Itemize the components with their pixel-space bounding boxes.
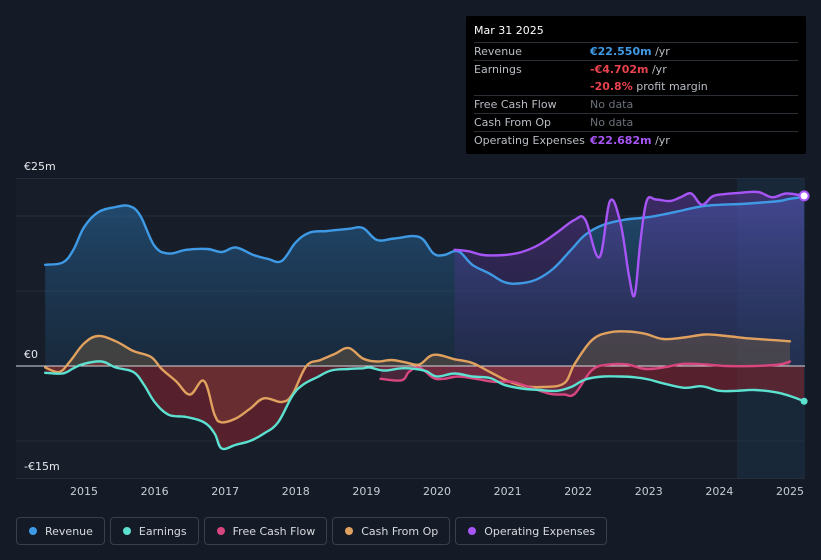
x-tick-label: 2022 bbox=[564, 485, 592, 498]
operating-expenses-marker bbox=[798, 190, 810, 202]
legend-dot-icon bbox=[29, 527, 37, 535]
legend-item-free-cash-flow[interactable]: Free Cash Flow bbox=[203, 517, 328, 545]
tooltip-value: -20.8% bbox=[590, 80, 633, 93]
tooltip-suffix: /yr bbox=[651, 45, 670, 58]
tooltip-value: No data bbox=[590, 98, 634, 111]
x-tick-label: 2021 bbox=[494, 485, 522, 498]
x-axis-ticks: 2015 2016 2017 2018 2019 2020 2021 2022 2023 2024… bbox=[70, 485, 804, 498]
free-cash-flow-line bbox=[379, 360, 792, 398]
x-tick-label: 2024 bbox=[705, 485, 733, 498]
legend-item-cash-from-op[interactable]: Cash From Op bbox=[332, 517, 451, 545]
legend-dot-icon bbox=[122, 527, 131, 535]
x-tick-label: 2015 bbox=[70, 485, 98, 498]
legend-label: Earnings bbox=[138, 524, 187, 538]
tooltip-label: Free Cash Flow bbox=[474, 98, 557, 111]
tooltip-row-operating-expenses: Operating Expenses €22.682m /yr bbox=[474, 131, 798, 149]
financial-chart: €25m €0 -€15m 2015 2016 2017 2018 2019 2020 20… bbox=[16, 160, 810, 498]
legend-item-earnings[interactable]: Earnings bbox=[109, 517, 199, 545]
tooltip-suffix: /yr bbox=[648, 63, 667, 76]
tooltip-label: Earnings bbox=[474, 63, 522, 76]
tooltip-value: No data bbox=[590, 116, 634, 129]
tooltip-suffix: profit margin bbox=[632, 80, 708, 93]
earnings-line bbox=[44, 360, 806, 451]
y-axis-label-bottom: -€15m bbox=[24, 460, 60, 473]
series-endpoint-markers bbox=[798, 190, 810, 405]
tooltip-row-earnings: Earnings -€4.702m /yr bbox=[474, 60, 798, 78]
x-tick-label: 2018 bbox=[282, 485, 310, 498]
x-tick-label: 2016 bbox=[141, 485, 169, 498]
tooltip-label: Cash From Op bbox=[474, 116, 552, 129]
tooltip-label: Revenue bbox=[474, 45, 522, 58]
legend-label: Operating Expenses bbox=[484, 524, 596, 538]
tooltip-panel: Mar 31 2025 Revenue €22.550m /yr Earning… bbox=[466, 16, 806, 154]
cash-from-op-line bbox=[44, 330, 792, 424]
legend-dot-icon bbox=[345, 527, 354, 535]
legend-dot-icon bbox=[216, 527, 225, 535]
legend-item-operating-expenses[interactable]: Operating Expenses bbox=[455, 517, 608, 545]
tooltip-row-profit-margin: -20.8% profit margin bbox=[474, 78, 798, 95]
tooltip-value: €22.550m bbox=[590, 45, 652, 58]
earnings-marker bbox=[800, 397, 808, 405]
tooltip-value: €22.682m bbox=[590, 134, 652, 147]
tooltip-date: Mar 31 2025 bbox=[474, 24, 544, 37]
tooltip-suffix: /yr bbox=[651, 134, 670, 147]
tooltip-row-cash-from-op: Cash From Op No data bbox=[474, 113, 798, 131]
y-axis-label-top: €25m bbox=[24, 160, 56, 173]
revenue-line bbox=[44, 195, 806, 285]
legend-item-revenue[interactable]: Revenue bbox=[16, 517, 105, 545]
y-axis-label-zero: €0 bbox=[24, 348, 38, 361]
x-tick-label: 2017 bbox=[211, 485, 239, 498]
operating-expenses-line bbox=[453, 190, 806, 298]
free-cash-flow-area bbox=[380, 361, 790, 396]
x-tick-label: 2023 bbox=[635, 485, 663, 498]
tooltip-value: -€4.702m bbox=[590, 63, 649, 76]
earnings-area bbox=[45, 361, 805, 450]
tooltip-label: Operating Expenses bbox=[474, 134, 585, 147]
legend-label: Free Cash Flow bbox=[232, 524, 316, 538]
x-tick-label: 2019 bbox=[352, 485, 380, 498]
tooltip-row-free-cash-flow: Free Cash Flow No data bbox=[474, 95, 798, 113]
legend-label: Revenue bbox=[45, 524, 93, 538]
legend: Revenue Earnings Free Cash Flow Cash Fro… bbox=[16, 517, 608, 545]
x-tick-label: 2025 bbox=[776, 485, 804, 498]
legend-label: Cash From Op bbox=[361, 524, 439, 538]
legend-dot-icon bbox=[468, 527, 477, 535]
series-lines bbox=[44, 190, 806, 451]
x-tick-label: 2020 bbox=[423, 485, 451, 498]
tooltip-row-revenue: Revenue €22.550m /yr bbox=[474, 42, 798, 60]
